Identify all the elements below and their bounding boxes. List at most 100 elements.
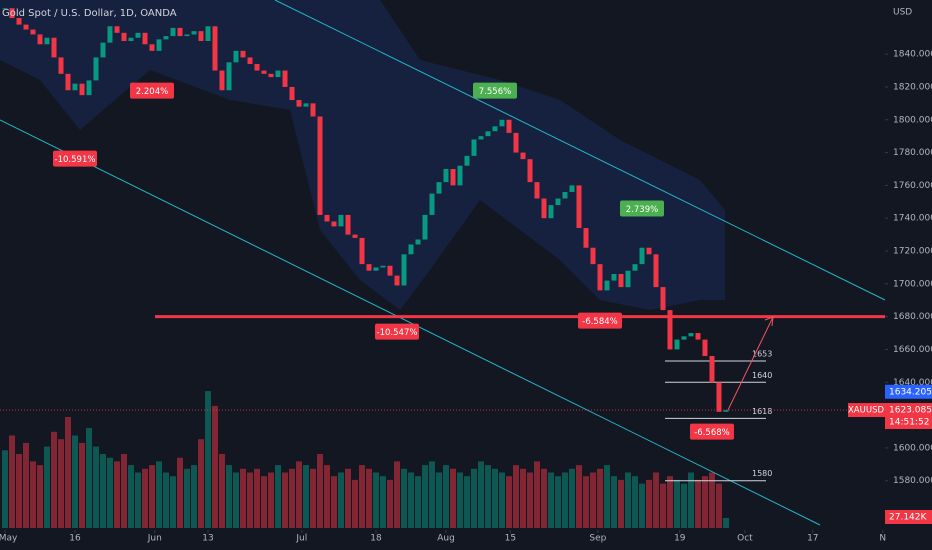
x-tick-label: Jul: [295, 534, 307, 544]
annotation-box: [689, 423, 734, 440]
volume-bar: [687, 472, 694, 528]
candle-body: [436, 182, 442, 194]
volume-bar: [239, 468, 246, 528]
volume-bar: [267, 472, 274, 528]
volume-bar: [379, 476, 386, 528]
candle-body: [590, 247, 596, 265]
volume-bar: [526, 472, 533, 528]
level-label: 1618: [752, 407, 772, 416]
candle-body: [359, 237, 365, 265]
volume-bar: [449, 468, 456, 528]
candle-body: [681, 336, 687, 340]
volume-bar: [274, 465, 281, 528]
volume-bar: [246, 472, 253, 528]
candle-body: [72, 83, 78, 91]
candle-body: [688, 333, 694, 337]
annotation-label: 7.556%: [479, 87, 511, 97]
volume-bar: [155, 461, 162, 528]
volume-bar: [190, 465, 197, 528]
x-tick-label: Oct: [737, 534, 753, 544]
volume-bar: [575, 465, 582, 528]
volume-bar: [435, 472, 442, 528]
candle-body: [702, 339, 708, 357]
volume-bar: [666, 476, 673, 528]
volume-bar: [617, 479, 624, 528]
candle-body: [282, 70, 288, 87]
volume-tag: [885, 510, 932, 524]
candle-body: [331, 221, 337, 227]
volume-bar: [680, 483, 687, 528]
candle-body: [625, 270, 631, 288]
candle-body: [51, 37, 57, 58]
last-price-label: 1623.085: [889, 406, 932, 416]
candle-body: [23, 24, 29, 30]
volume-bar: [260, 476, 267, 528]
volume-bar: [589, 472, 596, 528]
candle-body: [401, 254, 407, 286]
volume-bar: [85, 428, 92, 528]
chart-title: Gold Spot / U.S. Dollar, 1D, OANDA: [2, 8, 177, 19]
candle-body: [478, 136, 484, 140]
candle-body: [9, 8, 15, 19]
annotation-box: [374, 323, 419, 340]
candle-body: [191, 31, 197, 35]
volume-bar: [470, 468, 477, 528]
volume-bar: [519, 468, 526, 528]
annotation-box: [472, 82, 517, 99]
annotation-box: [129, 82, 174, 99]
volume-bar: [547, 472, 554, 528]
candle-body: [212, 26, 218, 71]
volume-bar: [484, 465, 491, 528]
volume-bar: [120, 454, 127, 528]
volume-bar: [554, 476, 561, 528]
volume-bar: [372, 472, 379, 528]
volume-bar: [176, 457, 183, 528]
candle-body: [184, 34, 190, 37]
annotation-box: [577, 312, 622, 329]
y-tick-label: 1760.000: [893, 181, 932, 191]
volume-bar: [281, 472, 288, 528]
volume-bar: [652, 472, 659, 528]
volume-bar: [477, 461, 484, 528]
candle-body: [373, 267, 379, 271]
volume-bar: [8, 435, 15, 528]
volume-bar: [645, 479, 652, 528]
candle-body: [429, 193, 435, 215]
symbol-label: XAUUSD: [848, 406, 884, 416]
x-tick-label: 18: [370, 534, 382, 544]
volume-bar: [22, 442, 29, 528]
candle-body: [632, 264, 638, 271]
candle-body: [422, 214, 428, 240]
volume-bar: [323, 465, 330, 528]
volume-bar: [15, 454, 22, 528]
y-tick-label: 1780.000: [893, 148, 932, 158]
volume-bar: [302, 465, 309, 528]
volume-bar: [288, 468, 295, 528]
volume-bar: [1, 450, 8, 528]
candle-body: [121, 32, 127, 42]
candle-body: [44, 37, 50, 45]
candle-body: [576, 185, 582, 229]
volume-bar: [421, 465, 428, 528]
candle-body: [569, 185, 575, 192]
volume-bar: [351, 479, 358, 528]
candle-body: [443, 168, 449, 183]
candle-body: [254, 63, 260, 71]
volume-bar: [211, 405, 218, 528]
volume-bar: [596, 468, 603, 528]
volume-bar: [358, 465, 365, 528]
volume-bar: [456, 472, 463, 528]
y-tick-label: 1660.000: [893, 345, 932, 355]
volume-bar: [498, 472, 505, 528]
candle-body: [555, 198, 561, 206]
y-tick-label: 1800.000: [893, 115, 932, 125]
candle-body: [618, 273, 624, 288]
candle-body: [79, 83, 85, 96]
candle-body: [415, 239, 421, 245]
x-tick-label: 19: [674, 534, 686, 544]
candle-body: [653, 254, 659, 288]
axes: 1580.0001600.0001620.0001640.0001660.000…: [0, 50, 932, 544]
price-axis: [885, 0, 932, 530]
candle-body: [240, 50, 246, 58]
